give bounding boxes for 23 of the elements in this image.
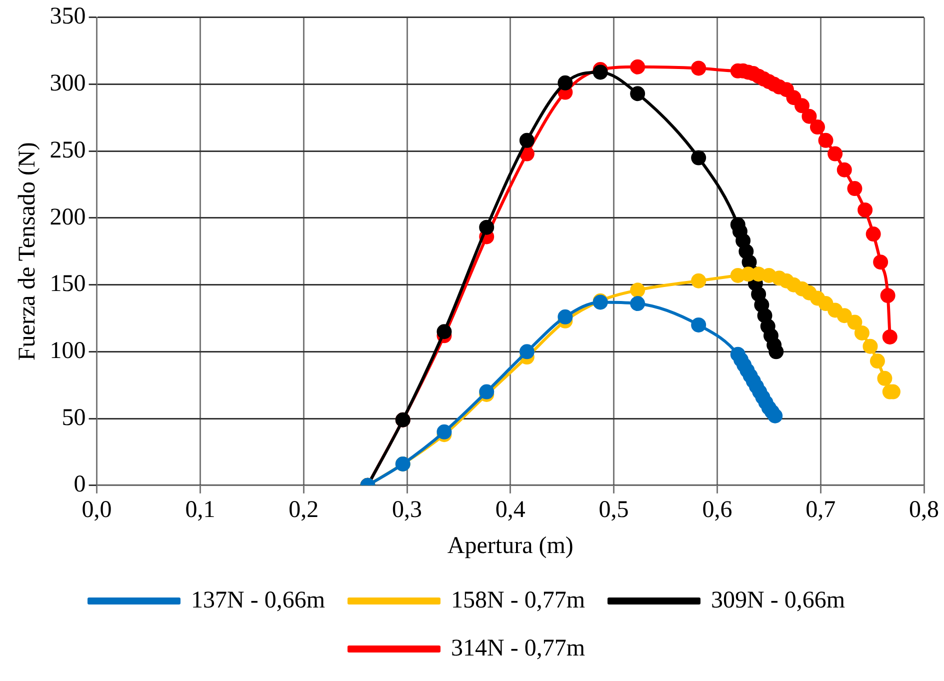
y-tick-label: 0: [74, 472, 86, 498]
x-axis-title: Apertura (m): [447, 532, 574, 559]
x-tick-label: 0,4: [495, 497, 526, 524]
legend-label: 158N - 0,77m: [451, 587, 586, 614]
x-tick-label: 0,2: [288, 497, 319, 524]
x-tick-label: 0,3: [392, 497, 422, 524]
y-tick-label: 150: [50, 271, 86, 298]
y-tick-label: 300: [50, 70, 86, 97]
y-tick-label: 50: [62, 404, 86, 431]
x-tick-label: 0,5: [598, 497, 629, 524]
y-tick-label: 250: [50, 137, 86, 164]
legend-label: 137N - 0,66m: [191, 587, 326, 614]
legend-label: 309N - 0,66m: [710, 587, 846, 614]
x-tick-label: 0,6: [702, 497, 732, 524]
y-tick-label: 200: [50, 204, 86, 230]
x-tick-label: 0,0: [82, 497, 112, 524]
legend-label: 314N - 0,77m: [451, 635, 586, 662]
y-tick-label: 100: [50, 338, 86, 364]
y-tick-label: 350: [50, 4, 86, 30]
x-tick-label: 0,7: [806, 497, 836, 524]
x-tick-label: 0,1: [185, 497, 216, 524]
x-tick-label: 0,8: [909, 497, 939, 524]
y-axis-title: Fuerza de Tensado (N): [14, 142, 41, 361]
